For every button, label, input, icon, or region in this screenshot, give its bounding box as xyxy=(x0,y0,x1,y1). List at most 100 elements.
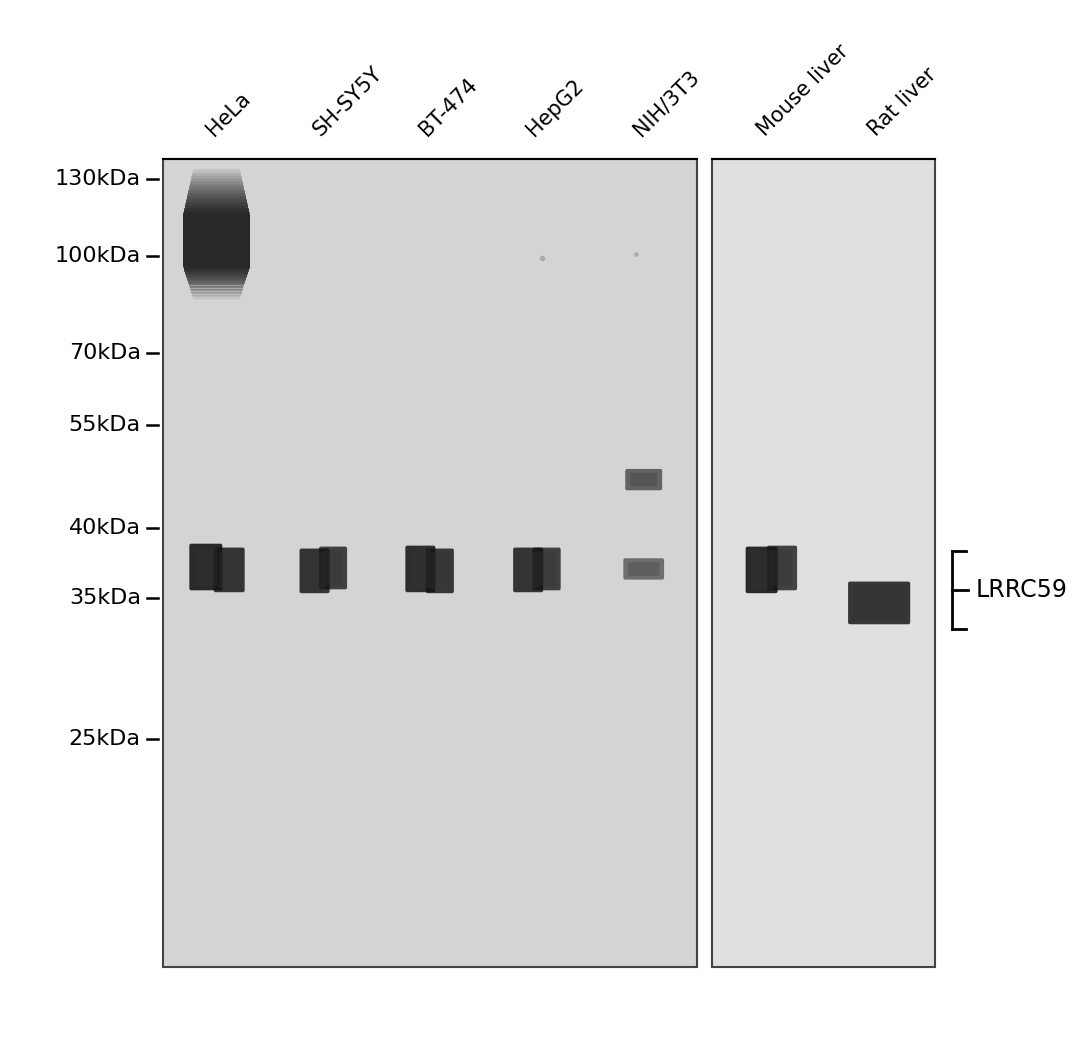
Bar xyxy=(184,213,249,215)
Text: LRRC59: LRRC59 xyxy=(975,579,1068,602)
FancyBboxPatch shape xyxy=(218,551,240,588)
Bar xyxy=(190,182,243,185)
Bar xyxy=(189,187,244,189)
Bar xyxy=(189,188,244,191)
Bar xyxy=(184,217,249,220)
FancyBboxPatch shape xyxy=(299,548,329,594)
Bar xyxy=(184,225,249,229)
Bar xyxy=(190,287,243,290)
Bar xyxy=(191,290,242,293)
FancyBboxPatch shape xyxy=(538,551,556,586)
Bar xyxy=(193,170,240,174)
Bar xyxy=(184,260,249,263)
Bar xyxy=(190,289,243,291)
Bar xyxy=(193,297,240,300)
FancyBboxPatch shape xyxy=(772,549,793,586)
Bar xyxy=(187,276,246,279)
Text: BT-474: BT-474 xyxy=(416,74,482,140)
Bar xyxy=(192,294,241,297)
Bar xyxy=(192,174,241,177)
FancyBboxPatch shape xyxy=(513,548,543,592)
Bar xyxy=(184,249,249,251)
Bar xyxy=(193,299,240,302)
Bar xyxy=(186,272,247,275)
FancyBboxPatch shape xyxy=(625,469,662,490)
Bar xyxy=(184,258,249,261)
Bar xyxy=(186,200,247,203)
Bar xyxy=(189,285,244,287)
Bar xyxy=(185,271,248,274)
Bar xyxy=(184,239,249,242)
Bar xyxy=(188,191,245,195)
Bar xyxy=(184,235,249,238)
FancyBboxPatch shape xyxy=(767,546,797,590)
Bar xyxy=(712,159,935,967)
Text: 25kDa: 25kDa xyxy=(69,729,140,749)
FancyBboxPatch shape xyxy=(410,549,431,588)
Bar xyxy=(184,223,249,225)
Bar xyxy=(184,253,249,256)
Bar xyxy=(184,243,249,247)
FancyBboxPatch shape xyxy=(853,585,905,620)
FancyBboxPatch shape xyxy=(518,551,538,588)
FancyBboxPatch shape xyxy=(629,562,659,576)
Text: Mouse liver: Mouse liver xyxy=(754,41,852,140)
Bar xyxy=(188,279,245,282)
Bar xyxy=(191,178,242,181)
Bar xyxy=(184,220,249,223)
Text: Rat liver: Rat liver xyxy=(865,65,941,140)
Bar xyxy=(188,190,244,193)
Bar xyxy=(190,286,243,289)
Bar xyxy=(187,199,246,202)
Bar xyxy=(186,203,247,206)
Bar xyxy=(184,224,249,227)
Bar xyxy=(188,195,245,198)
Bar xyxy=(184,232,249,235)
FancyBboxPatch shape xyxy=(305,552,325,589)
Bar xyxy=(189,282,244,286)
Bar xyxy=(188,281,245,284)
Text: SH-SY5Y: SH-SY5Y xyxy=(309,63,386,140)
Bar xyxy=(184,257,249,260)
FancyBboxPatch shape xyxy=(431,552,449,589)
Bar xyxy=(184,221,249,224)
Bar xyxy=(188,193,245,196)
Bar xyxy=(184,256,249,258)
Bar xyxy=(184,263,249,266)
Bar xyxy=(193,167,240,170)
Bar xyxy=(185,269,248,272)
FancyBboxPatch shape xyxy=(405,546,435,592)
Bar xyxy=(185,207,248,211)
Text: 55kDa: 55kDa xyxy=(69,415,140,435)
Bar xyxy=(184,267,249,269)
Text: HeLa: HeLa xyxy=(202,88,254,140)
Bar xyxy=(187,196,246,199)
Bar xyxy=(184,238,249,240)
Text: HepG2: HepG2 xyxy=(523,75,588,140)
FancyBboxPatch shape xyxy=(848,582,910,624)
Text: 70kDa: 70kDa xyxy=(69,344,140,363)
Bar xyxy=(184,209,248,213)
Bar xyxy=(184,233,249,236)
Bar xyxy=(163,159,697,967)
Bar xyxy=(191,180,242,182)
Bar xyxy=(187,275,246,278)
FancyBboxPatch shape xyxy=(324,550,342,585)
Bar xyxy=(193,169,240,171)
FancyBboxPatch shape xyxy=(630,473,658,487)
Bar xyxy=(192,293,241,296)
Bar xyxy=(189,185,244,188)
Bar xyxy=(184,264,249,268)
FancyBboxPatch shape xyxy=(532,548,561,590)
Bar xyxy=(184,229,249,232)
FancyBboxPatch shape xyxy=(745,547,778,594)
Bar xyxy=(193,296,240,299)
Bar xyxy=(184,241,249,243)
Bar xyxy=(193,166,240,169)
Bar xyxy=(184,231,249,233)
Bar xyxy=(184,227,249,231)
Bar xyxy=(185,206,248,209)
Bar xyxy=(184,251,249,254)
FancyBboxPatch shape xyxy=(189,544,222,590)
Bar xyxy=(184,268,249,271)
